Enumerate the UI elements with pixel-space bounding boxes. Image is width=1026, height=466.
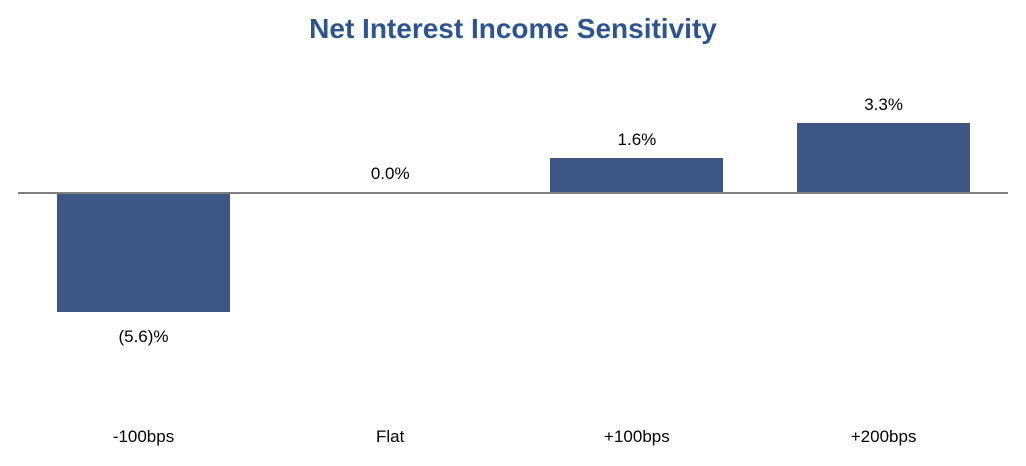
bar-+200bps xyxy=(797,122,971,192)
value-label-+100bps: 1.6% xyxy=(617,130,657,150)
chart-title: Net Interest Income Sensitivity xyxy=(309,13,717,44)
value-label-+200bps: 3.3% xyxy=(864,94,903,114)
category-label--100bps: -100bps xyxy=(112,427,175,446)
category-label-+200bps: +200bps xyxy=(850,427,917,446)
value-label--100bps: (5.6)% xyxy=(118,326,169,346)
bar-+100bps xyxy=(550,158,724,192)
category-label-+100bps: +100bps xyxy=(604,427,670,446)
value-label-Flat: 0.0% xyxy=(370,164,410,183)
category-label-Flat: Flat xyxy=(376,427,405,446)
zero-baseline-axis xyxy=(18,192,1008,194)
bar--100bps xyxy=(57,194,230,312)
